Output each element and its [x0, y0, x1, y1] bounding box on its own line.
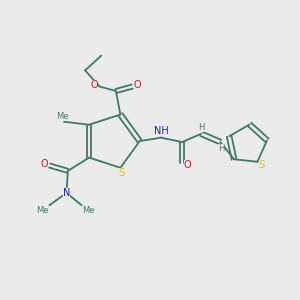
Text: Me: Me — [82, 206, 94, 215]
Text: O: O — [91, 80, 98, 90]
Text: H: H — [218, 144, 224, 153]
Text: O: O — [134, 80, 141, 90]
Text: S: S — [259, 160, 265, 170]
Text: Me: Me — [56, 112, 69, 121]
Text: H: H — [198, 123, 204, 132]
Text: N: N — [63, 188, 70, 198]
Text: S: S — [118, 168, 124, 178]
Text: O: O — [184, 160, 191, 170]
Text: Me: Me — [37, 206, 49, 215]
Text: O: O — [40, 159, 48, 169]
Text: NH: NH — [154, 126, 169, 136]
